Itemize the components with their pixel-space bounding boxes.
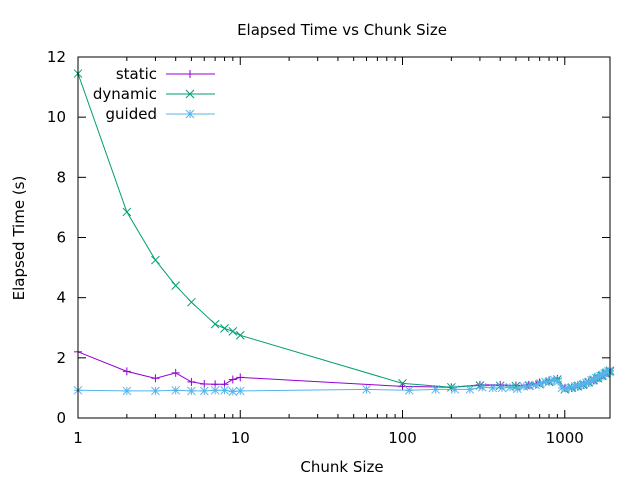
data-point <box>235 386 245 396</box>
data-point <box>497 383 507 393</box>
data-point <box>228 375 237 384</box>
y-tick-label: 6 <box>56 229 66 247</box>
data-point <box>525 381 535 391</box>
series-line <box>77 73 611 390</box>
data-point <box>210 319 220 329</box>
data-point <box>185 89 195 99</box>
data-point <box>450 385 460 394</box>
data-point <box>593 372 603 382</box>
data-point <box>228 327 238 336</box>
data-point <box>228 387 238 396</box>
x-tick-label: 1 <box>73 429 83 447</box>
data-point <box>171 368 180 377</box>
y-tick-label: 4 <box>56 289 66 307</box>
data-point <box>186 70 194 78</box>
data-point <box>187 377 196 386</box>
data-point <box>122 386 132 396</box>
y-tick-label: 0 <box>56 409 66 427</box>
axes-layer: 0 2 4 6 8 10 12 1 10 100 1000 <box>47 48 611 447</box>
data-point <box>187 386 196 396</box>
data-point <box>465 385 475 394</box>
data-point <box>199 386 209 396</box>
data-point <box>362 385 371 394</box>
data-point <box>151 374 160 383</box>
data-point <box>404 385 414 395</box>
data-point <box>122 367 131 376</box>
chart-title: Elapsed Time vs Chunk Size <box>237 21 447 39</box>
x-tick-label: 1000 <box>546 429 584 447</box>
data-point <box>220 385 229 395</box>
legend-label: guided <box>106 105 157 123</box>
legend: static dynamic guided <box>93 65 215 123</box>
data-point <box>235 330 245 340</box>
data-point <box>187 297 196 307</box>
legend-label: dynamic <box>93 85 157 103</box>
data-point <box>151 255 160 265</box>
data-point <box>171 281 181 290</box>
series-layer <box>73 69 615 396</box>
data-point <box>236 373 245 382</box>
y-tick-label: 8 <box>56 168 66 186</box>
plot-frame <box>77 56 611 419</box>
x-tick-label: 100 <box>388 429 417 447</box>
data-point <box>122 207 132 217</box>
y-tick-label: 12 <box>47 48 66 66</box>
data-point <box>185 109 195 119</box>
data-point <box>553 376 563 386</box>
y-tick-label: 2 <box>56 349 66 367</box>
data-point <box>200 380 209 389</box>
data-point <box>220 323 229 333</box>
data-point <box>477 382 487 392</box>
y-tick-label: 10 <box>47 108 66 126</box>
data-point <box>531 380 540 390</box>
data-point <box>398 379 407 388</box>
data-point <box>431 385 440 394</box>
legend-label: static <box>116 65 157 83</box>
data-point <box>488 383 498 393</box>
data-point <box>151 386 160 396</box>
x-tick-label: 10 <box>231 429 250 447</box>
data-point <box>210 385 220 395</box>
x-axis-label: Chunk Size <box>300 458 383 476</box>
data-point <box>171 385 181 395</box>
y-axis-label: Elapsed Time (s) <box>10 176 28 301</box>
data-point <box>505 382 515 392</box>
